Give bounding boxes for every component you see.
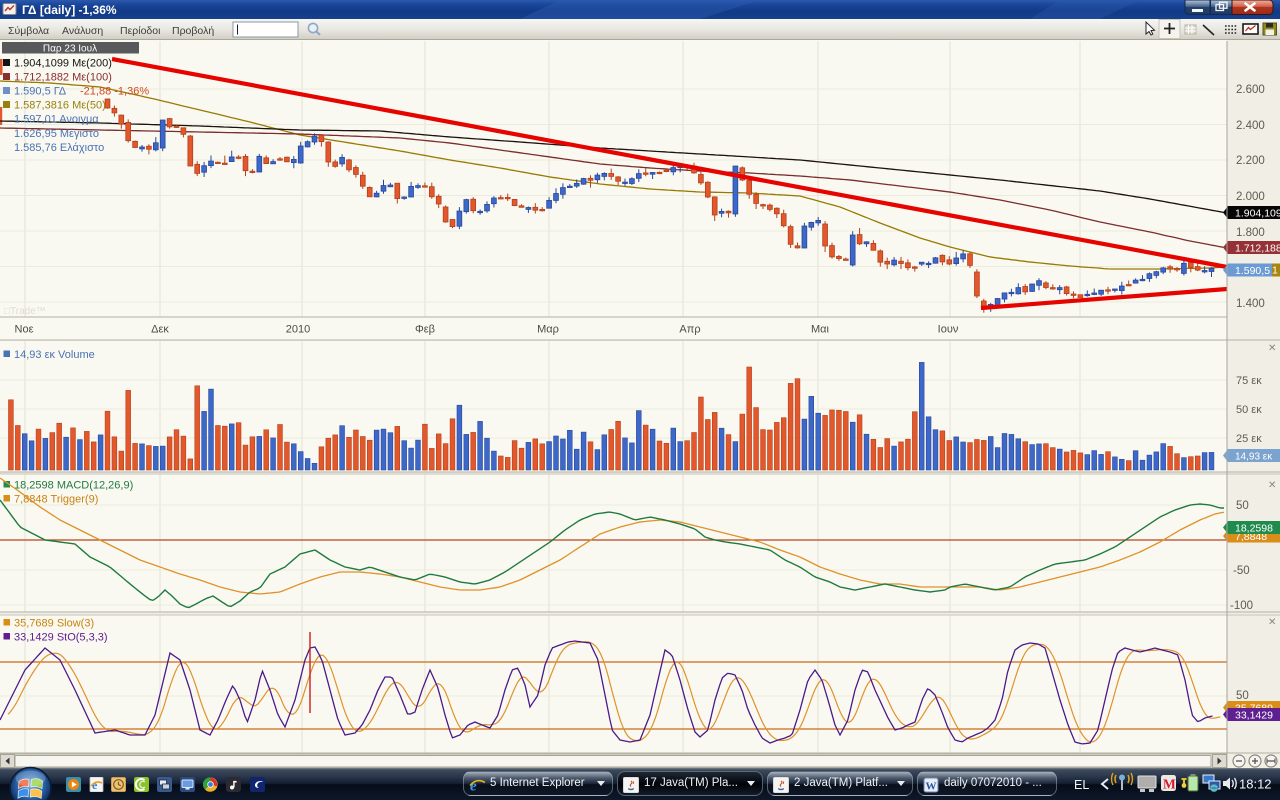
svg-text:ΓΔ [daily] -1,36%: ΓΔ [daily] -1,36%: [22, 3, 117, 17]
svg-text:1.590,5 ΓΔ: 1.590,5 ΓΔ: [14, 86, 67, 98]
svg-text:e: e: [470, 779, 477, 795]
svg-text:W: W: [926, 781, 937, 793]
svg-text:18,2598: 18,2598: [1235, 522, 1273, 534]
svg-text:33,1429: 33,1429: [1235, 709, 1273, 721]
svg-text:1.587,3816 Με(50): 1.587,3816 Με(50): [14, 100, 106, 112]
svg-text:7,8848 Trigger(9): 7,8848 Trigger(9): [14, 494, 98, 506]
svg-text:25 εκ: 25 εκ: [1236, 433, 1262, 445]
svg-text:1.904,1099 Με(200): 1.904,1099 Με(200): [14, 58, 112, 70]
svg-text:-21,88 -1,36%: -21,88 -1,36%: [80, 86, 149, 98]
svg-text:1.712,1882 Με(100): 1.712,1882 Με(100): [14, 72, 112, 84]
svg-text:-100: -100: [1230, 600, 1253, 612]
svg-text:35,7689 Slow(3): 35,7689 Slow(3): [14, 618, 94, 630]
svg-text:50: 50: [1236, 690, 1249, 702]
svg-text:1.712,188: 1.712,188: [1235, 242, 1280, 254]
svg-text:M: M: [1163, 777, 1176, 792]
svg-text:✕: ✕: [1268, 617, 1276, 628]
svg-text:14,93 εκ Volume: 14,93 εκ Volume: [14, 349, 95, 361]
svg-text:2010: 2010: [286, 324, 310, 336]
svg-text:e: e: [92, 778, 98, 792]
svg-text:Παρ 23 Ιουλ: Παρ 23 Ιουλ: [43, 44, 97, 55]
svg-text:1.626,95 Μέγιστο: 1.626,95 Μέγιστο: [14, 128, 99, 140]
svg-text:✕: ✕: [1268, 480, 1276, 491]
svg-text:1.800: 1.800: [1236, 227, 1265, 239]
svg-text:2.400: 2.400: [1236, 120, 1265, 132]
svg-text:18,2598 MACD(12,26,9): 18,2598 MACD(12,26,9): [14, 480, 133, 492]
svg-text:18:12: 18:12: [1239, 777, 1272, 792]
svg-text:Φεβ: Φεβ: [415, 324, 435, 336]
svg-text:33,1429 StO(5,3,3): 33,1429 StO(5,3,3): [14, 632, 108, 644]
svg-text:2.200: 2.200: [1236, 155, 1265, 167]
svg-text:1.597,01 Ανοιγμα: 1.597,01 Ανοιγμα: [14, 114, 99, 126]
svg-text:1: 1: [1272, 265, 1278, 277]
svg-text:□Trade™: □Trade™: [4, 306, 46, 317]
svg-text:1.590,5: 1.590,5: [1235, 265, 1270, 277]
svg-text:2.600: 2.600: [1236, 84, 1265, 96]
svg-text:✕: ✕: [1268, 343, 1276, 354]
svg-text:Μαρ: Μαρ: [537, 324, 559, 336]
svg-text:Δεκ: Δεκ: [151, 324, 169, 336]
svg-text:75 εκ: 75 εκ: [1236, 375, 1262, 387]
svg-text:Νοε: Νοε: [15, 324, 34, 336]
svg-text:Απρ: Απρ: [679, 324, 700, 336]
svg-text:50: 50: [1236, 500, 1249, 512]
svg-text:1.904,109: 1.904,109: [1235, 207, 1280, 219]
svg-text:14,93 εκ: 14,93 εκ: [1235, 451, 1273, 462]
svg-text:50 εκ: 50 εκ: [1236, 404, 1262, 416]
svg-text:Μαι: Μαι: [811, 324, 830, 336]
svg-text:1.400: 1.400: [1236, 298, 1265, 310]
svg-text:1.585,76 Ελάχιστο: 1.585,76 Ελάχιστο: [14, 142, 104, 154]
svg-text:2.000: 2.000: [1236, 191, 1265, 203]
svg-text:Ιουν: Ιουν: [938, 324, 959, 336]
svg-text:-50: -50: [1233, 565, 1250, 577]
svg-text:EL: EL: [1074, 778, 1089, 792]
